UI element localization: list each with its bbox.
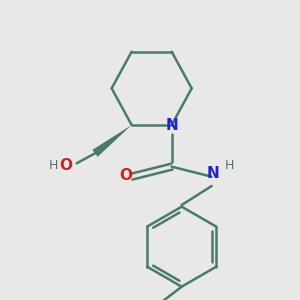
Text: N: N [207, 166, 220, 181]
Polygon shape [92, 125, 132, 157]
Text: O: O [59, 158, 72, 172]
Text: N: N [165, 118, 178, 133]
Text: H: H [224, 158, 234, 172]
Text: O: O [119, 167, 132, 182]
Text: H: H [49, 158, 58, 172]
